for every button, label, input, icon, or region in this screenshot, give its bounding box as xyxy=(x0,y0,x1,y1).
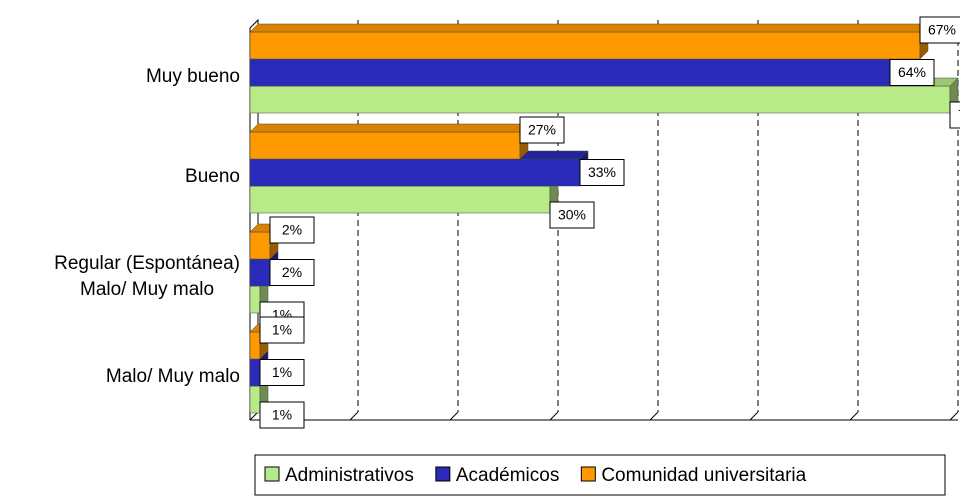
bar xyxy=(249,185,551,214)
bar xyxy=(249,358,261,387)
value-label: 1% xyxy=(272,322,292,338)
value-label-box xyxy=(269,259,315,286)
bar xyxy=(249,31,921,60)
value-label: 33% xyxy=(588,164,616,180)
bar xyxy=(249,231,271,260)
x-tick xyxy=(549,411,559,421)
value-label: 67% xyxy=(928,22,956,38)
value-label-box xyxy=(919,16,960,44)
value-label-box xyxy=(259,359,305,386)
value-label: 2% xyxy=(282,264,302,280)
category-label: Regular (Espontánea) Malo/ Muy malo xyxy=(54,252,240,300)
value-label-box xyxy=(949,101,960,129)
value-label-box xyxy=(269,216,315,244)
value-label-box xyxy=(889,59,935,86)
back-wall xyxy=(249,18,259,420)
value-label: 70% xyxy=(958,107,960,123)
value-label-box xyxy=(259,316,305,344)
bar xyxy=(249,258,271,287)
value-label: 64% xyxy=(898,64,926,80)
bar xyxy=(249,158,581,187)
x-tick xyxy=(349,411,359,421)
x-tick xyxy=(449,411,459,421)
legend-label: Académicos xyxy=(456,465,560,486)
legend-swatch xyxy=(264,466,280,482)
bar xyxy=(249,385,261,414)
x-tick xyxy=(949,411,959,421)
x-tick xyxy=(649,411,659,421)
legend-label: Administrativos xyxy=(285,465,414,486)
legend-swatch xyxy=(435,466,451,482)
value-label-box xyxy=(259,401,305,429)
category-label: Muy bueno xyxy=(145,65,240,87)
legend-label: Comunidad universitaria xyxy=(601,465,806,486)
legend-box xyxy=(254,454,946,496)
bar xyxy=(249,331,261,360)
value-label-box xyxy=(519,116,565,144)
bar xyxy=(249,85,951,114)
bar-top xyxy=(249,123,529,133)
bar xyxy=(249,285,261,314)
value-label: 30% xyxy=(558,207,586,223)
x-tick xyxy=(749,411,759,421)
category-label: Malo/ Muy malo xyxy=(105,365,240,387)
x-tick xyxy=(249,411,259,421)
bar xyxy=(249,131,521,160)
value-label: 2% xyxy=(282,222,302,238)
value-label: 1% xyxy=(272,407,292,423)
value-label: 27% xyxy=(528,122,556,138)
bar-top xyxy=(249,23,929,33)
legend-swatch xyxy=(580,466,596,482)
bar xyxy=(249,58,891,87)
x-tick xyxy=(849,411,859,421)
value-label: 1% xyxy=(272,364,292,380)
value-label-box xyxy=(579,159,625,186)
category-label: Bueno xyxy=(185,165,240,187)
value-label-box xyxy=(549,201,595,229)
